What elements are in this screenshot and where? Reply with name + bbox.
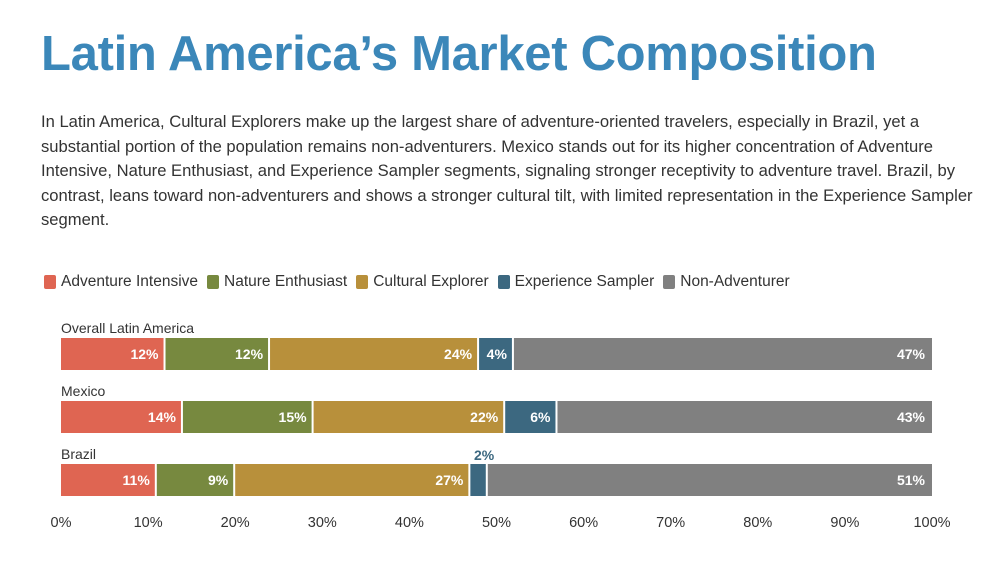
legend-label: Experience Sampler	[514, 273, 655, 290]
data-label: 15%	[279, 409, 308, 425]
bar-segment	[479, 338, 512, 370]
x-tick-label: 10%	[134, 515, 163, 531]
bar-segment	[235, 464, 469, 496]
legend-swatch	[207, 275, 220, 289]
x-tick-label: 70%	[656, 515, 685, 531]
legend-label: Adventure Intensive	[61, 273, 199, 290]
x-tick-label: 20%	[221, 515, 250, 531]
legend-swatch	[356, 275, 369, 289]
category-label: Mexico	[61, 383, 106, 399]
category-label: Overall Latin America	[61, 320, 194, 336]
bar-segment	[61, 464, 155, 496]
bar-segment	[487, 464, 932, 496]
legend-item: Experience Sampler	[497, 273, 655, 291]
legend-item: Adventure Intensive	[44, 273, 198, 291]
data-label: 11%	[123, 472, 151, 488]
data-label: 14%	[148, 409, 177, 425]
bar-segment	[61, 401, 181, 433]
x-tick-label: 90%	[830, 515, 859, 531]
bar-segment	[165, 338, 269, 370]
data-label: 22%	[470, 409, 499, 425]
legend-swatch	[44, 275, 56, 289]
chart-description: In Latin America, Cultural Explorers mak…	[41, 112, 973, 229]
x-tick-label: 80%	[743, 515, 772, 531]
legend: Adventure Intensive Nature Enthusiast Cult…	[44, 273, 799, 291]
legend-label: Non-Adventurer	[680, 273, 790, 290]
bar-segment	[313, 401, 504, 433]
page-title: Latin America’s Market Composition	[41, 27, 877, 81]
x-tick-label: 100%	[913, 515, 950, 531]
data-label: 43%	[897, 409, 926, 425]
x-tick-label: 40%	[395, 515, 424, 531]
data-label: 9%	[208, 472, 229, 488]
data-label: 47%	[897, 346, 926, 362]
legend-label: Cultural Explorer	[373, 273, 489, 290]
bar-segment	[182, 401, 312, 433]
bar-segment	[270, 338, 478, 370]
bar-segment	[513, 338, 932, 370]
legend-item: Non-Adventurer	[663, 273, 790, 291]
bar-segment	[61, 338, 164, 370]
legend-swatch	[497, 275, 510, 289]
bar-segment	[156, 464, 234, 496]
bar-segment	[505, 401, 556, 433]
data-label: 2%	[474, 447, 495, 463]
data-label: 6%	[530, 409, 551, 425]
legend-swatch	[663, 275, 676, 289]
bar-segment	[470, 464, 486, 496]
x-tick-label: 60%	[569, 515, 598, 531]
data-label: 27%	[435, 472, 464, 488]
legend-label: Nature Enthusiast	[224, 273, 348, 290]
data-label: 4%	[487, 346, 508, 362]
legend-item: Cultural Explorer	[356, 273, 489, 291]
data-label: 51%	[897, 472, 926, 488]
data-label: 12%	[130, 346, 159, 362]
bar-segment	[557, 401, 932, 433]
legend-item: Nature Enthusiast	[207, 273, 347, 291]
x-tick-label: 30%	[308, 515, 337, 531]
data-label: 12%	[235, 346, 264, 362]
data-label: 24%	[444, 346, 473, 362]
x-tick-label: 0%	[51, 515, 72, 531]
category-label: Brazil	[61, 446, 96, 462]
x-tick-label: 50%	[482, 515, 511, 531]
